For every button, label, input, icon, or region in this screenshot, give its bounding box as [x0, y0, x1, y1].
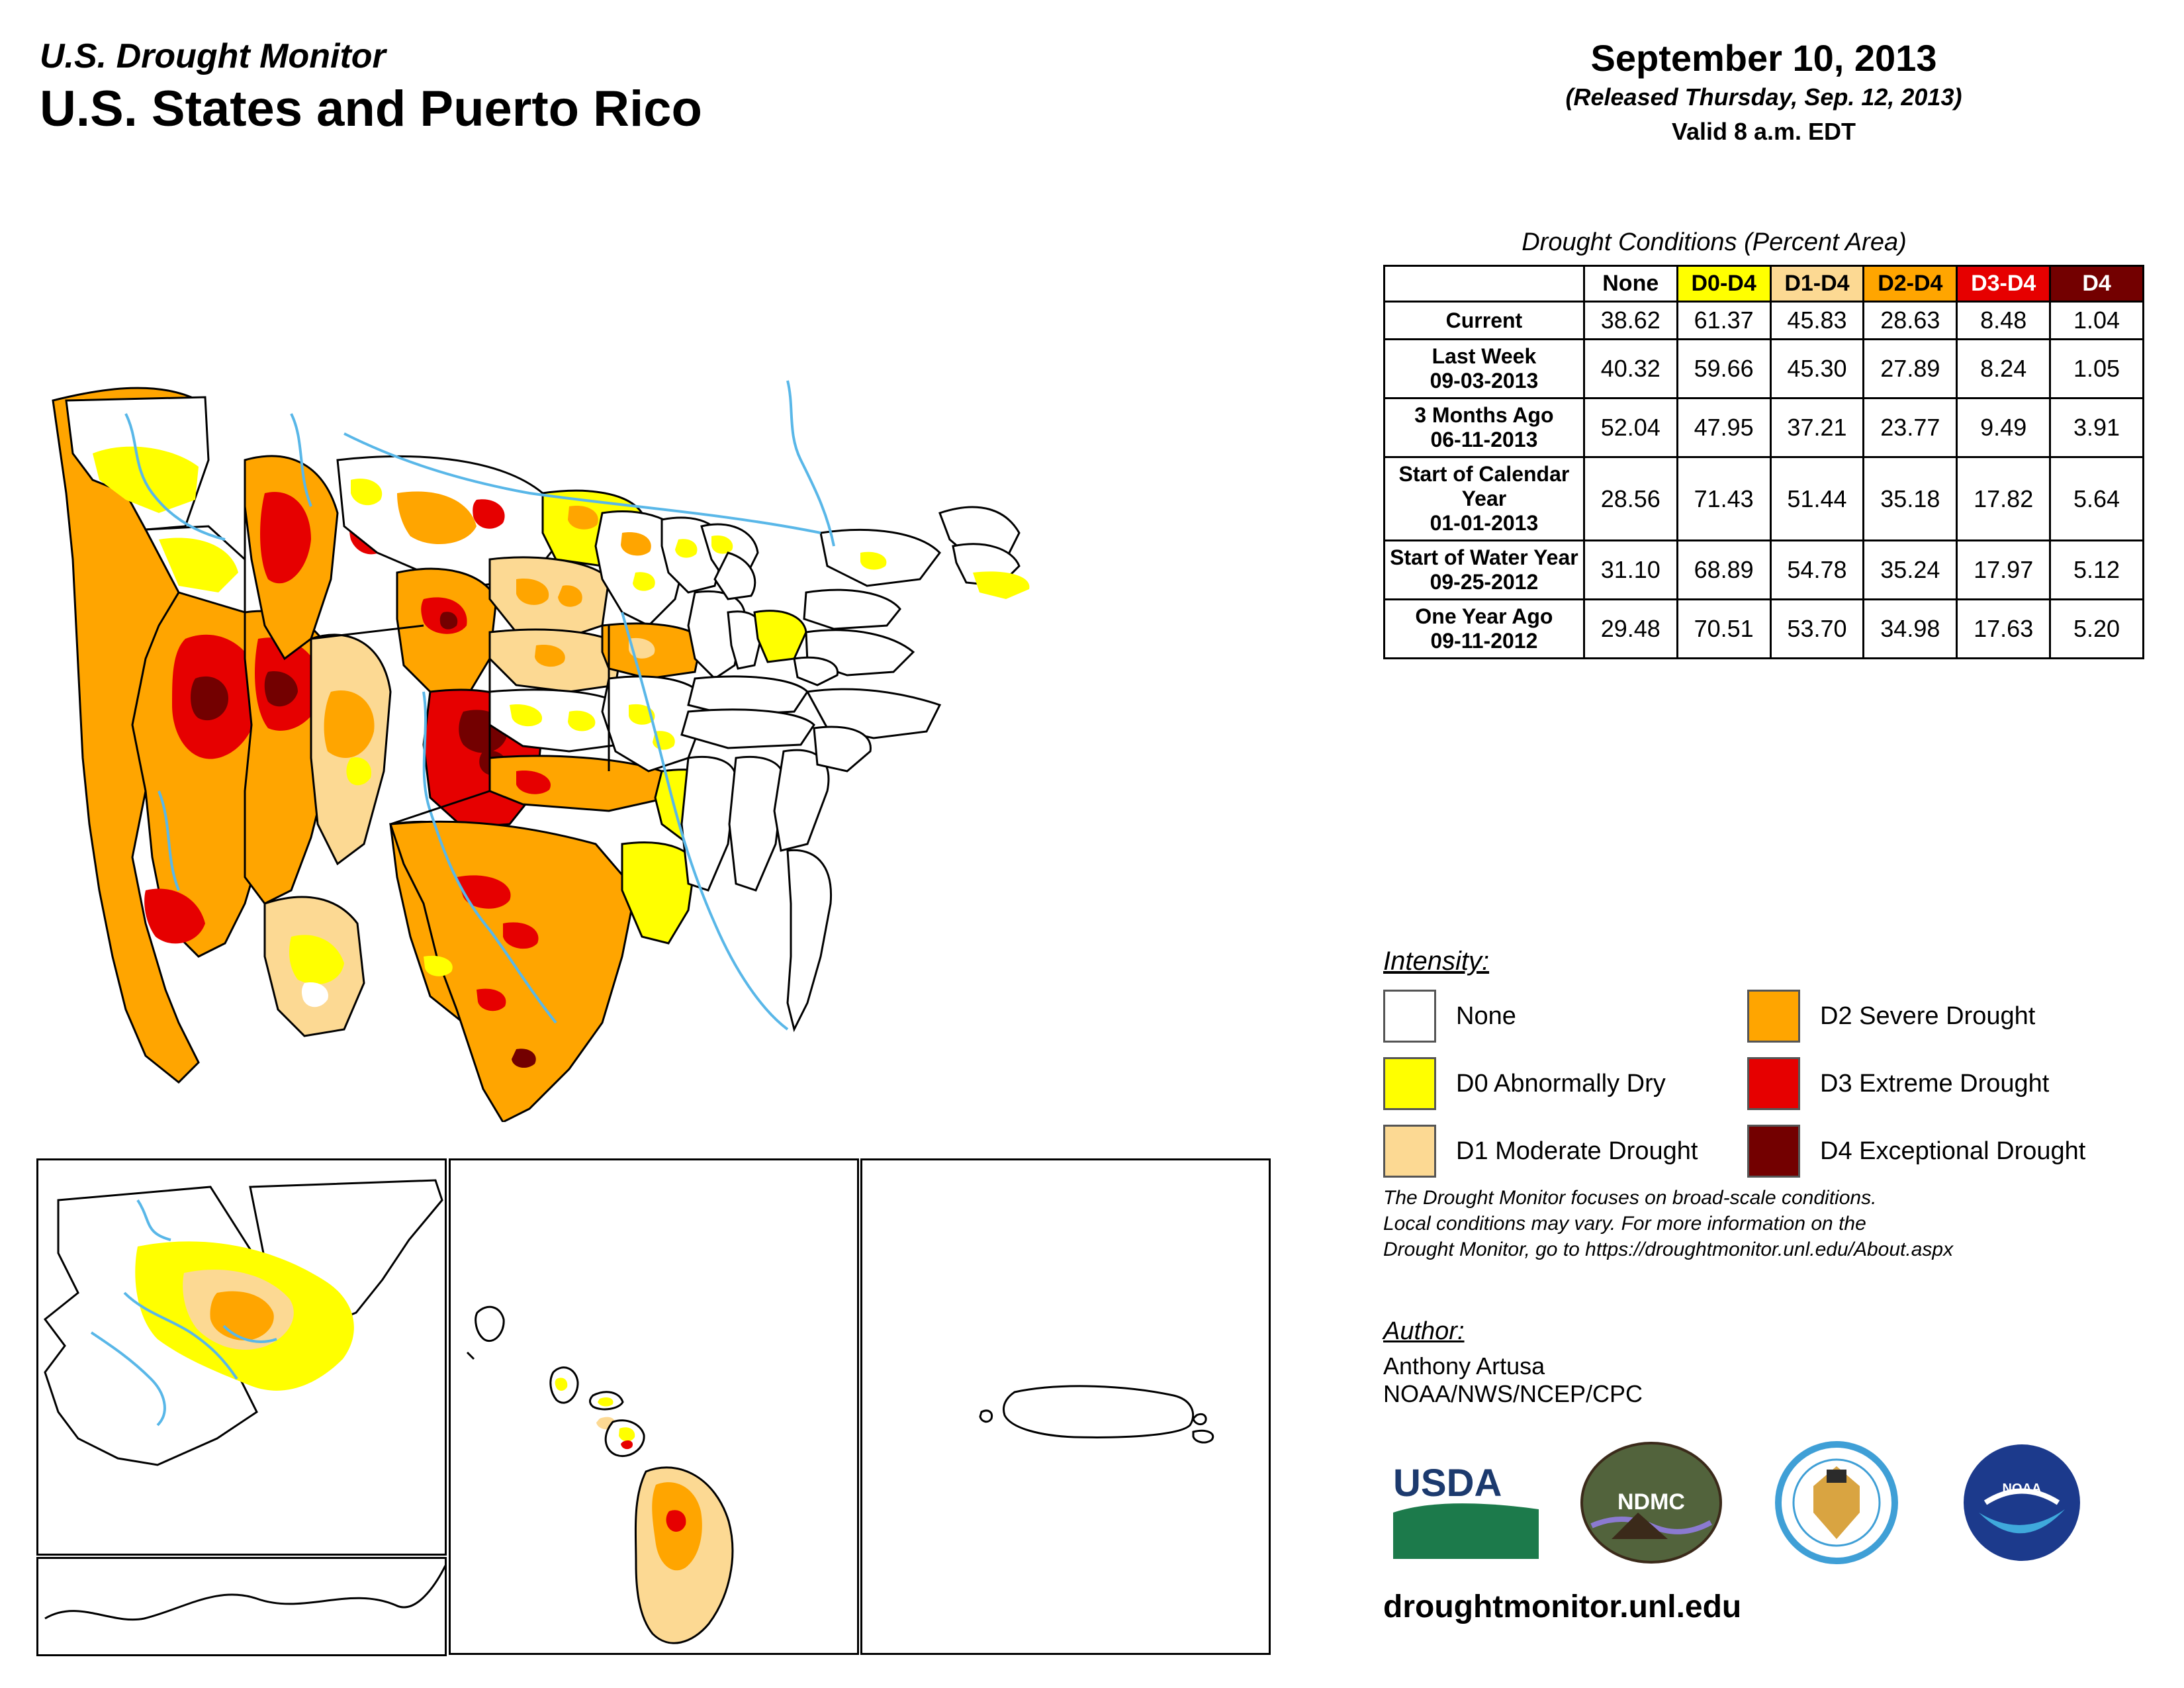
legend-label-d2: D2 Severe Drought — [1820, 1002, 2118, 1031]
svg-text:USDA: USDA — [1393, 1462, 1502, 1505]
table-row-oneyear: One Year Ago 09-11-2012 29.48 70.51 53.7… — [1385, 600, 2144, 659]
alaska-inset-map — [36, 1158, 447, 1556]
legend-swatch-none — [1383, 990, 1436, 1043]
table-row-lastweek: Last Week 09-03-2013 40.32 59.66 45.30 2… — [1385, 340, 2144, 399]
cell-none: 38.62 — [1584, 302, 1677, 340]
legend-swatch-d2 — [1747, 990, 1800, 1043]
row-label: Current — [1385, 302, 1584, 340]
page-subtitle: U.S. Drought Monitor — [40, 36, 1297, 76]
us-drought-map — [26, 361, 1284, 1122]
report-released: (Released Thursday, Sep. 12, 2013) — [1383, 83, 2144, 111]
table-body: Current 38.62 61.37 45.83 28.63 8.48 1.0… — [1385, 302, 2144, 659]
dept-commerce-logo — [1754, 1436, 1919, 1569]
cell-d1d4: 45.83 — [1770, 302, 1864, 340]
usda-logo: USDA — [1383, 1436, 1549, 1569]
svg-text:NOAA: NOAA — [2003, 1481, 2042, 1496]
alaska-islands-inset — [36, 1557, 447, 1656]
report-date: September 10, 2013 — [1383, 36, 2144, 79]
page-title: U.S. States and Puerto Rico — [40, 80, 1297, 138]
row-label: One Year Ago 09-11-2012 — [1385, 600, 1584, 659]
legend-swatch-d4 — [1747, 1125, 1800, 1178]
cell-d3d4: 8.48 — [1957, 302, 2050, 340]
puerto-rico-inset-map — [860, 1158, 1271, 1655]
intensity-legend: Intensity: None D2 Severe Drought D0 Abn… — [1383, 947, 2144, 1178]
col-header-d4: D4 — [2050, 266, 2144, 302]
author-name: Anthony Artusa — [1383, 1352, 2144, 1380]
author-org: NOAA/NWS/NCEP/CPC — [1383, 1380, 2144, 1408]
table-row-wateryear: Start of Water Year 09-25-2012 31.10 68.… — [1385, 541, 2144, 600]
legend-label-d4: D4 Exceptional Drought — [1820, 1137, 2118, 1166]
svg-text:NDMC: NDMC — [1617, 1489, 1685, 1515]
cell-d2d4: 28.63 — [1864, 302, 1957, 340]
legend-label-d0: D0 Abnormally Dry — [1456, 1070, 1734, 1098]
drought-conditions-table: None D0-D4 D1-D4 D2-D4 D3-D4 D4 Current … — [1383, 265, 2144, 659]
legend-swatch-d0 — [1383, 1057, 1436, 1110]
author-block: Author: Anthony Artusa NOAA/NWS/NCEP/CPC — [1383, 1317, 2144, 1408]
date-panel: September 10, 2013 (Released Thursday, S… — [1383, 36, 2144, 146]
disclaimer-text: The Drought Monitor focuses on broad-sca… — [1383, 1185, 2144, 1262]
legend-swatch-d3 — [1747, 1057, 1800, 1110]
report-valid: Valid 8 a.m. EDT — [1383, 118, 2144, 146]
site-url: droughtmonitor.unl.edu — [1383, 1589, 2144, 1625]
cell-d4: 1.04 — [2050, 302, 2144, 340]
legend-label-d3: D3 Extreme Drought — [1820, 1070, 2118, 1098]
col-header-d1d4: D1-D4 — [1770, 266, 1864, 302]
logo-strip: USDA NDMC NOAA — [1383, 1436, 2144, 1569]
table-row-calyear: Start of Calendar Year 01-01-2013 28.56 … — [1385, 457, 2144, 541]
hawaii-inset-map — [449, 1158, 859, 1655]
table-row-current: Current 38.62 61.37 45.83 28.63 8.48 1.0… — [1385, 302, 2144, 340]
col-header-d2d4: D2-D4 — [1864, 266, 1957, 302]
legend-label-d1: D1 Moderate Drought — [1456, 1137, 1734, 1166]
cell-d0d4: 61.37 — [1677, 302, 1770, 340]
header-title-block: U.S. Drought Monitor U.S. States and Pue… — [40, 36, 1297, 138]
table-row-3months: 3 Months Ago 06-11-2013 52.04 47.95 37.2… — [1385, 399, 2144, 457]
row-label: Start of Calendar Year 01-01-2013 — [1385, 457, 1584, 541]
legend-swatch-d1 — [1383, 1125, 1436, 1178]
col-header-none: None — [1584, 266, 1677, 302]
row-label: Start of Water Year 09-25-2012 — [1385, 541, 1584, 600]
row-label: Last Week 09-03-2013 — [1385, 340, 1584, 399]
col-header-d3d4: D3-D4 — [1957, 266, 2050, 302]
row-label: 3 Months Ago 06-11-2013 — [1385, 399, 1584, 457]
legend-label-none: None — [1456, 1002, 1734, 1031]
col-header-d0d4: D0-D4 — [1677, 266, 1770, 302]
table-caption: Drought Conditions (Percent Area) — [1383, 228, 2045, 257]
noaa-logo: NOAA — [1939, 1436, 2105, 1569]
ndmc-logo: NDMC — [1569, 1436, 1734, 1569]
